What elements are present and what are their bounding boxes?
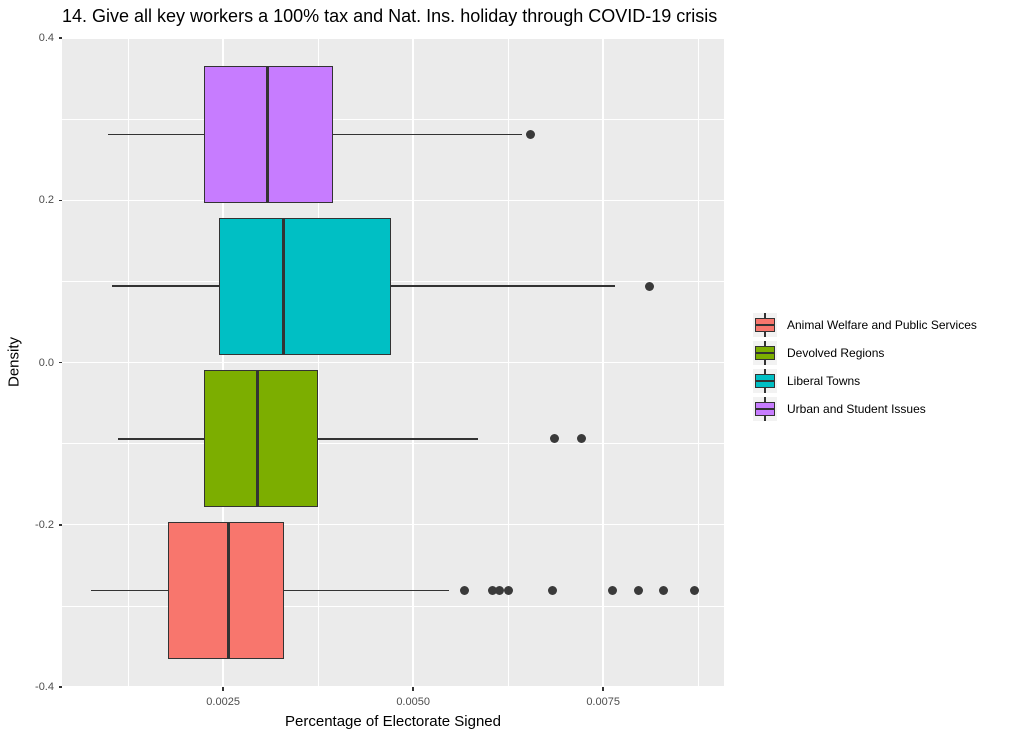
major-gridline-horizontal: [62, 37, 724, 39]
plot-panel: [62, 37, 724, 688]
y-tick-label: -0.4: [35, 681, 54, 693]
y-tick-label: -0.2: [35, 518, 54, 531]
boxplot-box: [219, 217, 392, 355]
x-tick-mark: [412, 687, 414, 691]
outlier-point: [487, 585, 497, 595]
outlier-point: [607, 585, 617, 595]
x-tick-label: 0.0050: [396, 696, 430, 708]
minor-gridline-horizontal: [62, 118, 724, 120]
chart-title: 14. Give all key workers a 100% tax and …: [62, 6, 718, 26]
minor-gridline-horizontal: [62, 281, 724, 282]
legend-key-box: [755, 402, 775, 416]
x-tick-mark: [222, 687, 224, 691]
boxplot-median-line: [255, 370, 259, 508]
minor-gridline-horizontal: [62, 443, 724, 444]
y-tick-mark: [58, 199, 62, 201]
legend-key-box: [755, 346, 775, 360]
legend-key-boxplot-icon: [753, 313, 777, 337]
legend-key-median: [756, 408, 774, 410]
legend-label: Devolved Regions: [787, 346, 885, 360]
major-gridline-horizontal: [62, 361, 724, 364]
boxplot-median-line: [226, 521, 230, 659]
legend-key-median: [756, 352, 774, 354]
x-axis-title: Percentage of Electorate Signed: [285, 713, 501, 730]
boxplot-box: [168, 521, 284, 659]
legend-key-median: [756, 380, 774, 382]
y-tick-label: 0.0: [38, 356, 54, 369]
x-tick-label: 0.0075: [586, 696, 620, 708]
legend-key-median: [756, 324, 774, 326]
major-gridline-horizontal: [62, 524, 724, 526]
outlier-point: [659, 585, 669, 595]
legend-entry: Animal Welfare and Public Services: [753, 311, 977, 339]
y-tick-mark: [58, 686, 62, 688]
legend: Animal Welfare and Public Services Devolv…: [753, 311, 977, 423]
outlier-point: [550, 434, 559, 444]
legend-label: Liberal Towns: [787, 374, 861, 388]
outlier-point: [460, 585, 470, 595]
y-tick-label: 0.2: [38, 194, 54, 207]
outlier-point: [634, 585, 644, 595]
outlier-point: [645, 281, 654, 291]
outlier-point: [494, 585, 504, 595]
boxplot-median-line: [282, 217, 286, 355]
outlier-point: [503, 585, 513, 595]
y-tick-mark: [58, 361, 62, 364]
legend-label: Animal Welfare and Public Services: [787, 318, 977, 332]
boxplot-box: [204, 370, 319, 508]
x-tick-label: 0.0025: [206, 696, 240, 708]
major-gridline-horizontal: [62, 199, 724, 201]
y-tick-mark: [58, 37, 62, 39]
outlier-point: [689, 585, 699, 595]
legend-key-boxplot-icon: [753, 341, 777, 365]
x-tick-mark: [602, 687, 604, 691]
outlier-point: [547, 585, 557, 595]
legend-key-boxplot-icon: [753, 369, 777, 393]
y-axis-title: Density: [5, 336, 23, 388]
minor-gridline-horizontal: [62, 605, 724, 607]
y-tick-mark: [58, 524, 62, 526]
legend-label: Urban and Student Issues: [787, 402, 926, 416]
legend-key-boxplot-icon: [753, 397, 777, 421]
y-tick-label: 0.4: [38, 32, 54, 44]
legend-key-box: [755, 374, 775, 388]
outlier-point: [577, 434, 587, 444]
boxplot-median-line: [266, 65, 270, 204]
legend-entry: Liberal Towns: [753, 367, 977, 395]
major-gridline-horizontal: [62, 686, 724, 688]
outlier-point: [525, 130, 535, 140]
legend-entry: Urban and Student Issues: [753, 395, 977, 423]
legend-key-box: [755, 318, 775, 332]
legend-entry: Devolved Regions: [753, 339, 977, 367]
